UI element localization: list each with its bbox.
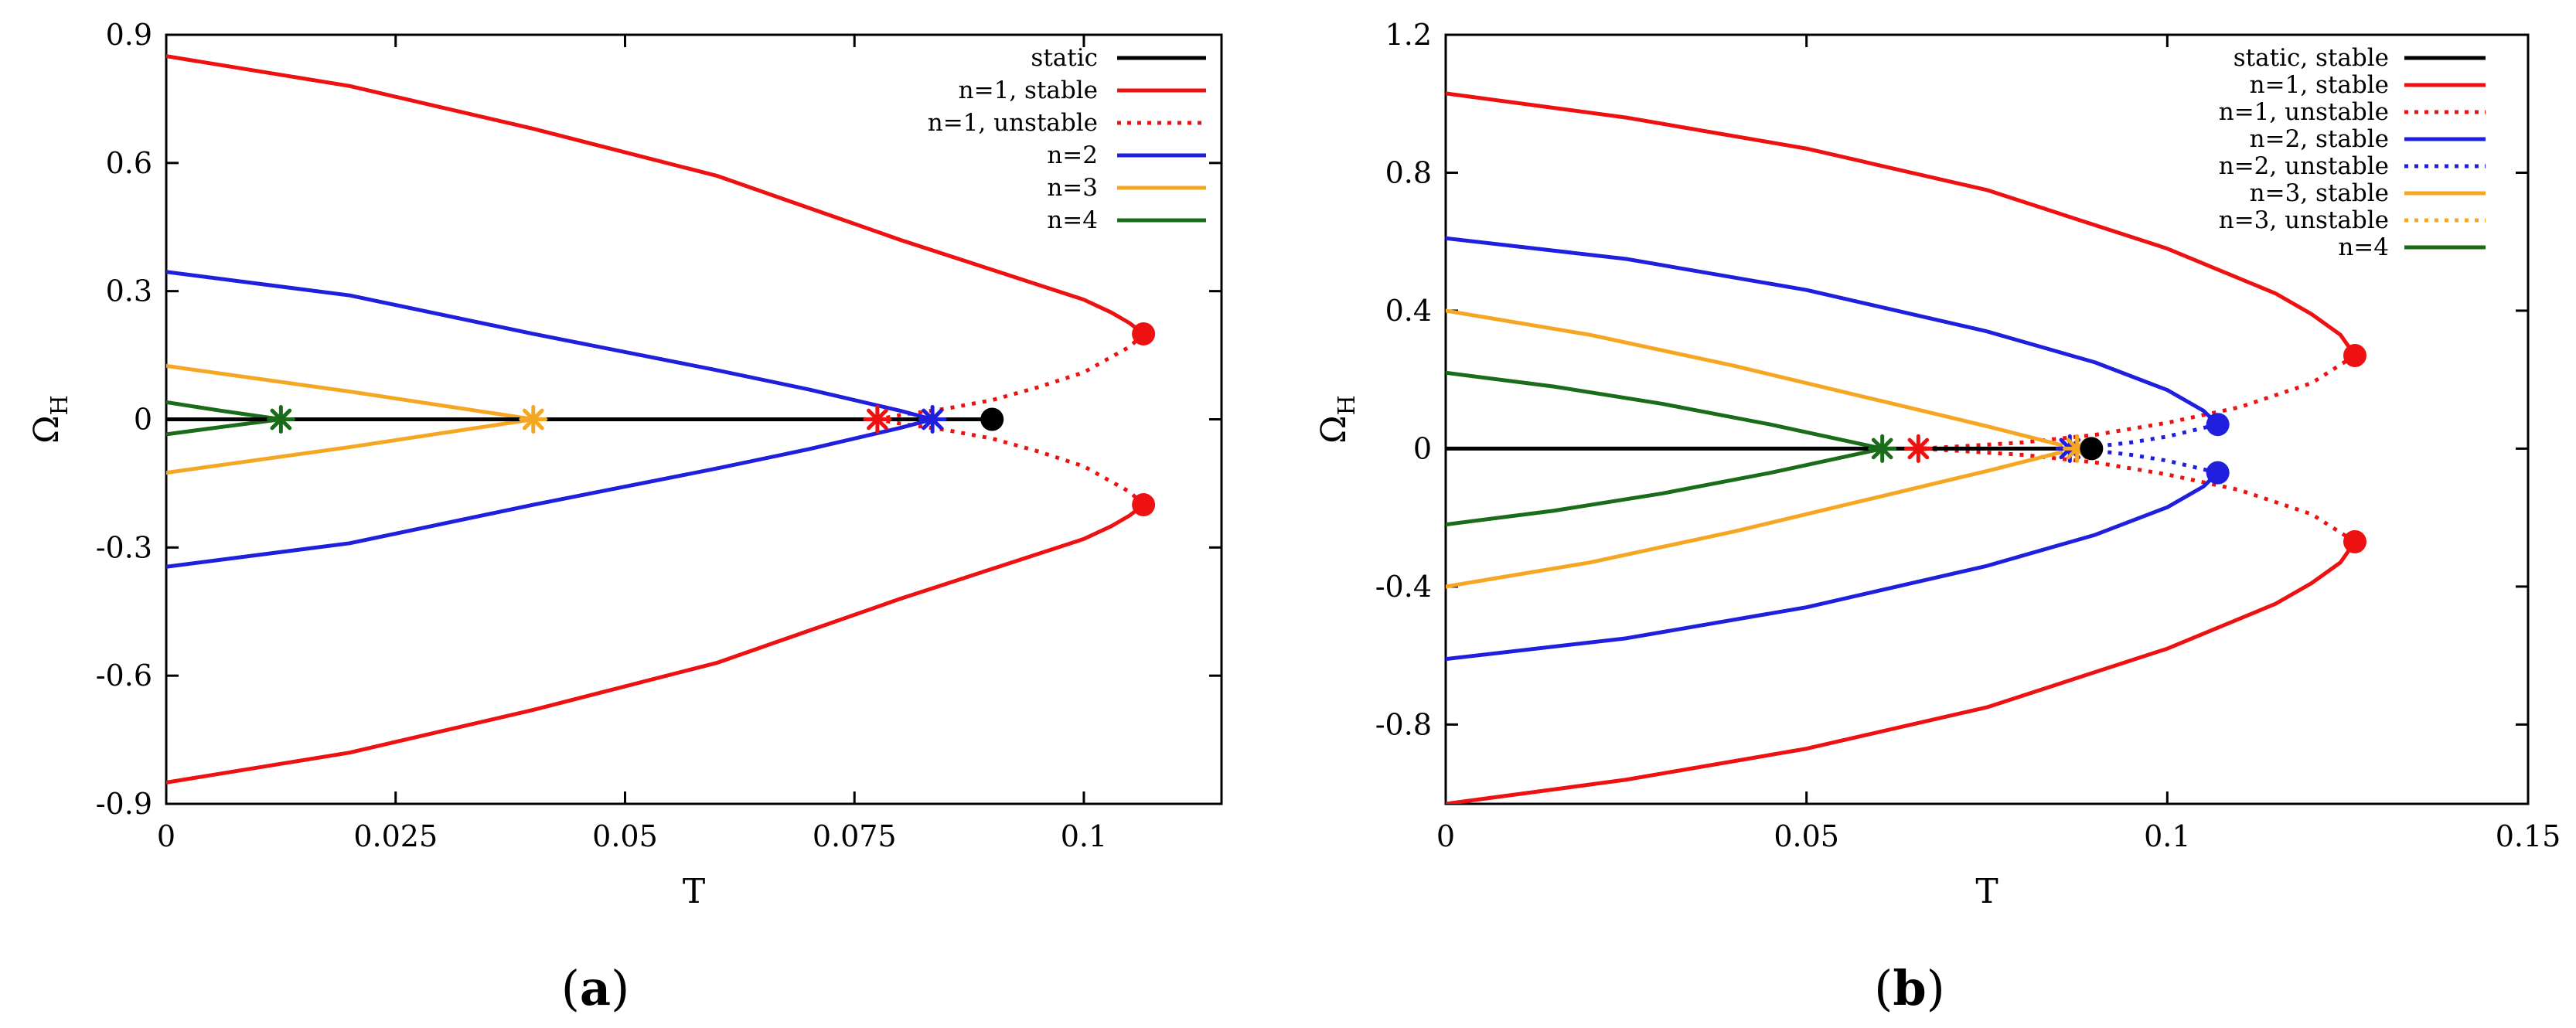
series-line-n-4-lower <box>1446 446 1885 527</box>
legend-label: n=2 <box>1047 141 1098 169</box>
y-tick-label: 0 <box>134 403 152 437</box>
y-tick-label: 0 <box>1413 431 1432 465</box>
x-tick-label: 0.075 <box>813 819 897 853</box>
panel-caption: (a) <box>561 960 630 1016</box>
marker-n1-turning-upper <box>1132 322 1156 346</box>
legend-label: n=2, unstable <box>2219 152 2389 180</box>
marker-n4-bifurcation <box>1868 434 1897 463</box>
legend: static n=1, stable n=1, unstable n=2 n=3 n=4 <box>928 44 1206 234</box>
series-line-n-3-upper-stable <box>1446 308 2061 447</box>
series-line-n-2-lower <box>166 417 935 569</box>
caption-open-paren: ( <box>561 960 580 1016</box>
series-line-n-1-upper-stable <box>1446 91 2357 358</box>
marker-n1-bifurcation-stroke <box>867 408 888 431</box>
marker-static-endpoint <box>980 407 1004 431</box>
legend-label: n=1, stable <box>2250 71 2389 99</box>
series-line-n-2-lower-stable <box>1446 471 2220 662</box>
y-tick-label: 0.9 <box>106 18 152 52</box>
legend-label: n=1, stable <box>959 77 1098 104</box>
x-tick-label: 0.05 <box>1774 819 1839 853</box>
y-tick-label: -0.3 <box>96 530 152 564</box>
series-line-n-3-lower <box>166 417 536 475</box>
series-line-n-4-upper <box>166 400 283 421</box>
series-line-n-1-lower-stable <box>166 502 1146 785</box>
x-tick-label: 0.025 <box>353 819 438 853</box>
legend-label: static, stable <box>2234 44 2389 72</box>
plot-area <box>1446 91 2357 804</box>
y-tick-label: 0.8 <box>1385 155 1432 189</box>
marker-n1-bifurcation-stroke <box>1907 437 1930 460</box>
series-line-n-2-upper <box>166 270 935 421</box>
y-axis-label: ΩH <box>27 395 73 444</box>
legend-label: n=1, unstable <box>928 109 1098 137</box>
series-line-n-1-lower-stable <box>1446 540 2357 804</box>
legend-label: n=3, unstable <box>2219 206 2389 234</box>
panel-caption: (b) <box>1874 960 1945 1016</box>
series-line-n-1-upper-stable <box>166 54 1146 336</box>
legend-label: n=3 <box>1047 174 1098 202</box>
legend-label: n=4 <box>1047 206 1098 234</box>
marker-n2-turning-upper <box>2206 413 2230 437</box>
series-line-n-3-lower-unstable <box>2058 446 2078 455</box>
y-axis-label-main: Ω <box>1314 415 1354 443</box>
y-axis-label-main: Ω <box>27 415 66 443</box>
panel-b: 0 0.05 0.1 0.15-0.8-0.400.40.81.2TΩHstatic,… <box>1314 18 2561 1016</box>
x-tick-label: 0.1 <box>1061 819 1107 853</box>
y-axis-label-subscript: H <box>1334 395 1361 415</box>
y-axis-label-subscript: H <box>46 395 73 415</box>
marker-n3-bifurcation-stroke <box>522 408 544 431</box>
x-axis-label: T <box>683 872 705 911</box>
caption-close-paren: ) <box>611 960 629 1016</box>
series-line-n-3-upper-unstable <box>2058 442 2078 451</box>
marker-n2-turning-lower <box>2206 461 2230 485</box>
series-line-n-2-upper-stable <box>1446 236 2220 427</box>
caption-letter: b <box>1893 960 1926 1016</box>
x-tick-label: 0 <box>1436 819 1455 853</box>
x-tick-label: 0 <box>157 819 175 853</box>
legend-label: static <box>1031 44 1098 72</box>
legend-label: n=2, stable <box>2250 125 2389 153</box>
y-axis-label: ΩH <box>1314 395 1361 444</box>
x-axis-label: T <box>1975 872 1998 911</box>
series-line-n-4-lower <box>166 417 283 437</box>
marker-n1-turning-lower <box>1132 493 1156 517</box>
y-tick-label: -0.9 <box>96 787 152 821</box>
series-line-n-3-lower-stable <box>1446 451 2061 589</box>
x-tick-label: 0.05 <box>592 819 658 853</box>
legend-label: n=3, stable <box>2250 179 2389 207</box>
legend-label: n=1, unstable <box>2219 98 2389 126</box>
y-tick-label: 1.2 <box>1385 18 1432 52</box>
marker-static-endpoint <box>2080 437 2104 461</box>
y-tick-label: -0.4 <box>1375 570 1432 604</box>
x-tick-label: 0.1 <box>2144 819 2190 853</box>
marker-n4-bifurcation-stroke <box>270 408 292 431</box>
plot-frame <box>1444 33 2530 805</box>
caption-close-paren: ) <box>1927 960 1945 1016</box>
marker-n1-bifurcation <box>1903 434 1933 463</box>
y-tick-label: -0.8 <box>1375 707 1432 741</box>
y-tick-label: 0.3 <box>106 274 152 308</box>
marker-n4-bifurcation <box>266 405 295 434</box>
marker-n4-bifurcation-stroke <box>1871 437 1893 460</box>
y-tick-label: 0.6 <box>106 146 152 180</box>
marker-n2-bifurcation-stroke <box>922 408 943 431</box>
x-tick-label: 0.15 <box>2496 819 2561 853</box>
marker-n3-bifurcation <box>519 405 548 434</box>
marker-n1-turning-upper <box>2343 343 2366 367</box>
caption-open-paren: ( <box>1874 960 1893 1016</box>
plot-area <box>166 54 1146 785</box>
marker-n2-bifurcation <box>918 405 947 434</box>
marker-n1-bifurcation <box>863 405 892 434</box>
series-line-n-3-upper <box>166 363 536 421</box>
marker-n1-turning-lower <box>2343 529 2366 553</box>
y-tick-label: -0.6 <box>96 659 152 693</box>
y-tick-label: 0.4 <box>1385 294 1432 328</box>
series-line-n-4-upper <box>1446 370 1885 451</box>
panel-a: 0 0.025 0.05 0.075 0.1 -0.9 -0.6 -0.3 0 0.3 0.6 0.9… <box>27 18 1223 1016</box>
legend-label: n=4 <box>2338 233 2389 261</box>
caption-letter: a <box>580 960 611 1016</box>
